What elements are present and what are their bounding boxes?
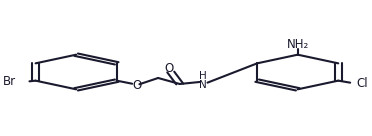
Text: NH₂: NH₂ (286, 38, 309, 51)
Text: Cl: Cl (356, 78, 368, 90)
Text: O: O (132, 79, 141, 92)
Text: H
N: H N (199, 71, 207, 90)
Text: Br: Br (3, 75, 16, 89)
Text: O: O (164, 62, 174, 75)
